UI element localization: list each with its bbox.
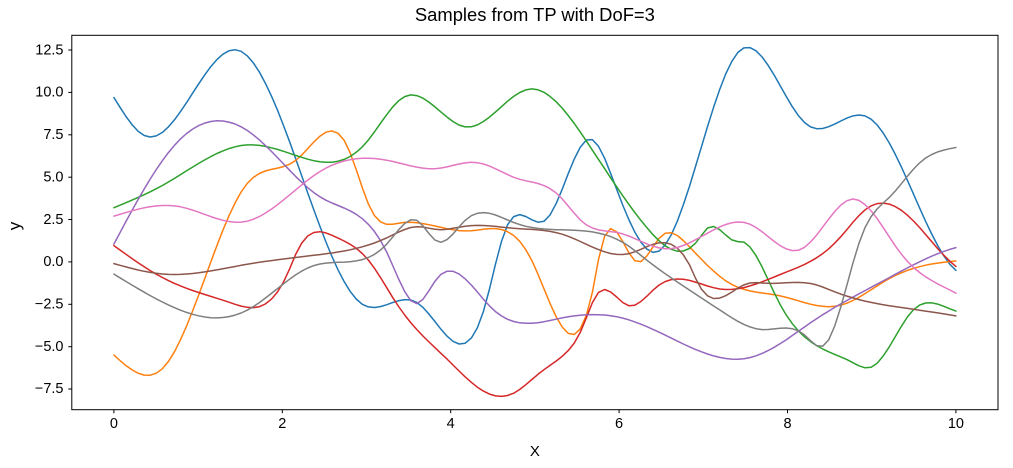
svg-text:X: X: [530, 443, 540, 460]
svg-text:y: y: [5, 221, 24, 230]
svg-text:4: 4: [447, 416, 455, 432]
svg-text:7.5: 7.5: [43, 127, 63, 143]
svg-text:10.0: 10.0: [35, 85, 63, 101]
svg-text:−5.0: −5.0: [35, 339, 64, 355]
svg-text:8: 8: [783, 416, 791, 432]
svg-text:−7.5: −7.5: [35, 381, 64, 397]
svg-text:6: 6: [615, 416, 623, 432]
svg-text:2.5: 2.5: [43, 212, 63, 228]
svg-text:−2.5: −2.5: [35, 297, 64, 313]
svg-text:2: 2: [278, 416, 286, 432]
svg-text:10: 10: [948, 416, 964, 432]
svg-text:0.0: 0.0: [43, 254, 63, 270]
svg-text:12.5: 12.5: [35, 42, 63, 58]
svg-text:0: 0: [110, 416, 118, 432]
svg-text:5.0: 5.0: [43, 169, 63, 185]
svg-text:Samples from TP with DoF=3: Samples from TP with DoF=3: [415, 4, 655, 25]
